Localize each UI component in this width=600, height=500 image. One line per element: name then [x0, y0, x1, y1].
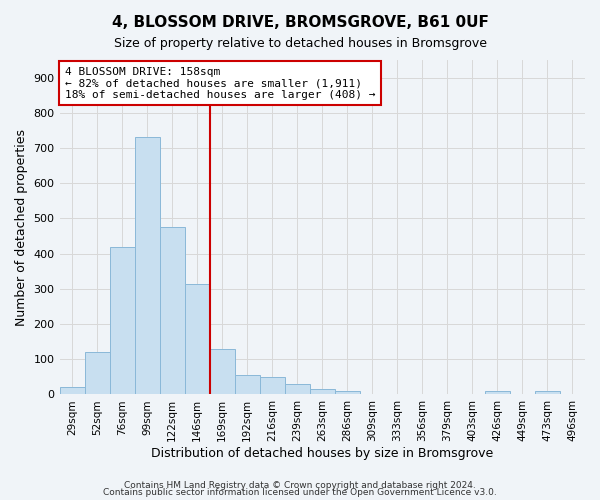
Bar [160, 227, 185, 394]
Bar [310, 389, 335, 394]
Bar [260, 377, 285, 394]
Bar [209, 348, 235, 395]
Bar [134, 138, 160, 394]
Bar [535, 391, 560, 394]
Bar [235, 375, 260, 394]
Bar [110, 246, 134, 394]
Bar [185, 284, 209, 395]
Text: Contains HM Land Registry data © Crown copyright and database right 2024.: Contains HM Land Registry data © Crown c… [124, 480, 476, 490]
Bar [59, 388, 85, 394]
Bar [485, 391, 510, 394]
Text: 4, BLOSSOM DRIVE, BROMSGROVE, B61 0UF: 4, BLOSSOM DRIVE, BROMSGROVE, B61 0UF [112, 15, 488, 30]
Text: 4 BLOSSOM DRIVE: 158sqm
← 82% of detached houses are smaller (1,911)
18% of semi: 4 BLOSSOM DRIVE: 158sqm ← 82% of detache… [65, 66, 375, 100]
Y-axis label: Number of detached properties: Number of detached properties [15, 128, 28, 326]
Text: Contains public sector information licensed under the Open Government Licence v3: Contains public sector information licen… [103, 488, 497, 497]
X-axis label: Distribution of detached houses by size in Bromsgrove: Distribution of detached houses by size … [151, 447, 493, 460]
Bar [285, 384, 310, 394]
Text: Size of property relative to detached houses in Bromsgrove: Size of property relative to detached ho… [113, 38, 487, 51]
Bar [85, 352, 110, 395]
Bar [335, 391, 360, 394]
